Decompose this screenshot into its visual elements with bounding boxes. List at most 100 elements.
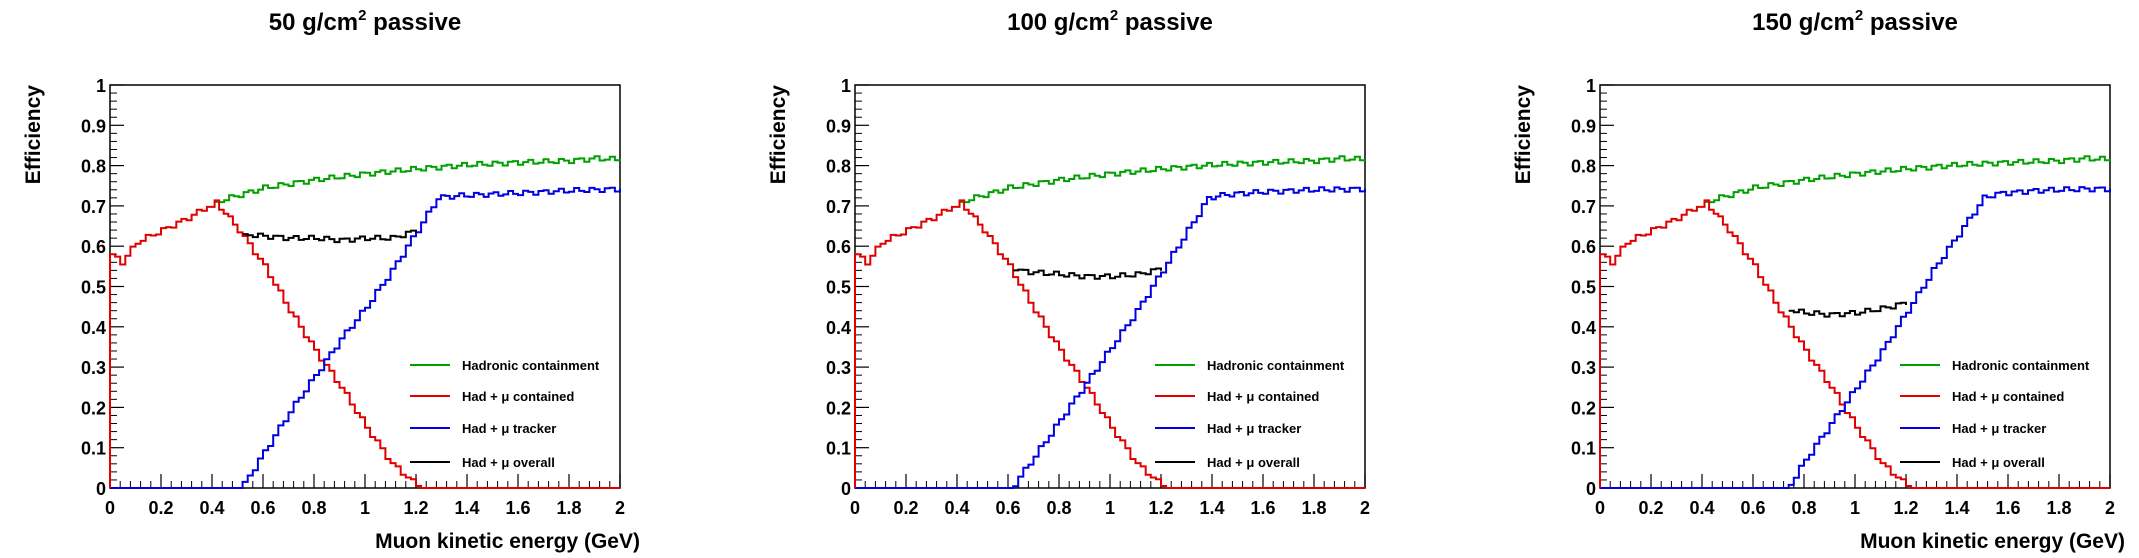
y-tick-label: 0.8 <box>1571 157 1596 177</box>
x-tick-label: 1 <box>360 498 370 518</box>
chart-title-superscript: 2 <box>358 7 366 24</box>
x-tick-label: 2 <box>615 498 625 518</box>
x-tick-label: 1.2 <box>1148 498 1173 518</box>
y-tick-label: 0.3 <box>1571 358 1596 378</box>
x-tick-label: 1.2 <box>403 498 428 518</box>
y-tick-label: 0.9 <box>81 116 106 136</box>
chart-title-tail: passive <box>1118 9 1213 36</box>
series-line-2 <box>855 199 1365 489</box>
series-line-1 <box>959 155 1366 204</box>
legend-label-3: Had + μ tracker <box>1952 421 2046 436</box>
y-tick-label: 0.3 <box>81 358 106 378</box>
x-tick-label: 0.8 <box>301 498 326 518</box>
chart-title-superscript: 2 <box>1855 7 1863 24</box>
y-tick-label: 0 <box>1586 479 1596 499</box>
x-tick-label: 1.6 <box>1250 498 1275 518</box>
x-tick-label: 0.2 <box>893 498 918 518</box>
chart-title: 100 g/cm2 passive <box>1007 7 1213 36</box>
x-tick-label: 0.2 <box>148 498 173 518</box>
legend-label-3: Had + μ tracker <box>462 421 556 436</box>
x-tick-label: 2 <box>2105 498 2115 518</box>
x-tick-label: 0.2 <box>1638 498 1663 518</box>
x-tick-label: 1.4 <box>1199 498 1224 518</box>
y-tick-label: 0.3 <box>826 358 851 378</box>
y-tick-label: 0.4 <box>826 318 851 338</box>
series-line-3 <box>855 186 1366 489</box>
x-tick-label: 1.8 <box>1301 498 1326 518</box>
y-tick-label: 0.7 <box>1571 197 1596 217</box>
x-tick-label: 0.6 <box>250 498 275 518</box>
chart-title-superscript: 2 <box>1110 7 1118 24</box>
x-tick-label: 1.8 <box>556 498 581 518</box>
series-line-4 <box>242 229 417 244</box>
x-tick-label: 0 <box>850 498 860 518</box>
y-axis-label: Efficiency <box>767 85 790 185</box>
legend-label-4: Had + μ overall <box>1207 455 1300 470</box>
chart-title-main: 150 g/cm <box>1752 9 1855 36</box>
y-tick-label: 0.6 <box>81 237 106 257</box>
x-tick-label: 1 <box>1850 498 1860 518</box>
chart-title: 150 g/cm2 passive <box>1752 7 1958 36</box>
x-tick-label: 2 <box>1360 498 1370 518</box>
x-tick-label: 1.6 <box>1995 498 2020 518</box>
x-tick-label: 1.8 <box>2046 498 2071 518</box>
y-tick-label: 0.2 <box>81 398 106 418</box>
y-tick-label: 0.9 <box>826 116 851 136</box>
x-tick-label: 0.4 <box>944 498 969 518</box>
chart-panel-1: 50 g/cm2 passive00.10.20.30.40.50.60.70.… <box>22 7 640 553</box>
x-tick-label: 0.8 <box>1046 498 1071 518</box>
y-tick-label: 0.6 <box>1571 237 1596 257</box>
series-line-2 <box>1600 199 2110 489</box>
chart-panel-2: 100 g/cm2 passive00.10.20.30.40.50.60.70… <box>767 7 1370 518</box>
x-tick-label: 0.4 <box>1689 498 1714 518</box>
chart-panel-3: 150 g/cm2 passive00.10.20.30.40.50.60.70… <box>1512 7 2125 553</box>
x-tick-label: 1.6 <box>505 498 530 518</box>
y-axis-label: Efficiency <box>22 85 45 185</box>
legend-label-4: Had + μ overall <box>462 455 555 470</box>
chart-title: 50 g/cm2 passive <box>269 7 461 36</box>
legend-label-1: Hadronic containment <box>1207 358 1345 373</box>
y-axis-label: Efficiency <box>1512 85 1535 185</box>
x-tick-label: 0.4 <box>199 498 224 518</box>
series-line-2 <box>110 199 620 489</box>
series-line-4 <box>1013 267 1162 280</box>
chart-title-tail: passive <box>1863 9 1958 36</box>
x-tick-label: 0.6 <box>1740 498 1765 518</box>
y-tick-label: 0.6 <box>826 237 851 257</box>
legend-label-2: Had + μ contained <box>462 389 574 404</box>
legend-label-2: Had + μ contained <box>1952 389 2064 404</box>
x-tick-label: 0 <box>105 498 115 518</box>
y-tick-label: 0.4 <box>1571 318 1596 338</box>
y-tick-label: 0.5 <box>1571 278 1596 298</box>
y-tick-label: 0.7 <box>826 197 851 217</box>
x-tick-label: 0 <box>1595 498 1605 518</box>
y-tick-label: 1 <box>96 76 106 96</box>
y-tick-label: 0.4 <box>81 318 106 338</box>
y-tick-label: 0.2 <box>1571 398 1596 418</box>
legend-label-1: Hadronic containment <box>1952 358 2090 373</box>
chart-title-tail: passive <box>367 9 462 36</box>
y-tick-label: 0.1 <box>81 439 106 459</box>
y-tick-label: 0.8 <box>81 157 106 177</box>
x-tick-label: 0.8 <box>1791 498 1816 518</box>
y-tick-label: 0.5 <box>826 278 851 298</box>
y-tick-label: 0 <box>96 479 106 499</box>
series-line-1 <box>214 155 621 204</box>
y-tick-label: 0.9 <box>1571 116 1596 136</box>
y-tick-label: 0.2 <box>826 398 851 418</box>
x-axis-label: Muon kinetic energy (GeV) <box>375 530 640 553</box>
y-tick-label: 0.7 <box>81 197 106 217</box>
legend-label-3: Had + μ tracker <box>1207 421 1301 436</box>
legend-label-4: Had + μ overall <box>1952 455 2045 470</box>
y-tick-label: 0.1 <box>1571 439 1596 459</box>
series-line-1 <box>1704 155 2111 204</box>
chart-title-main: 50 g/cm <box>269 9 358 36</box>
x-tick-label: 1.4 <box>454 498 479 518</box>
series-line-3 <box>1600 186 2111 489</box>
y-tick-label: 0.5 <box>81 278 106 298</box>
chart-title-main: 100 g/cm <box>1007 9 1110 36</box>
x-tick-label: 0.6 <box>995 498 1020 518</box>
y-tick-label: 0.8 <box>826 157 851 177</box>
series-line-3 <box>110 186 621 489</box>
